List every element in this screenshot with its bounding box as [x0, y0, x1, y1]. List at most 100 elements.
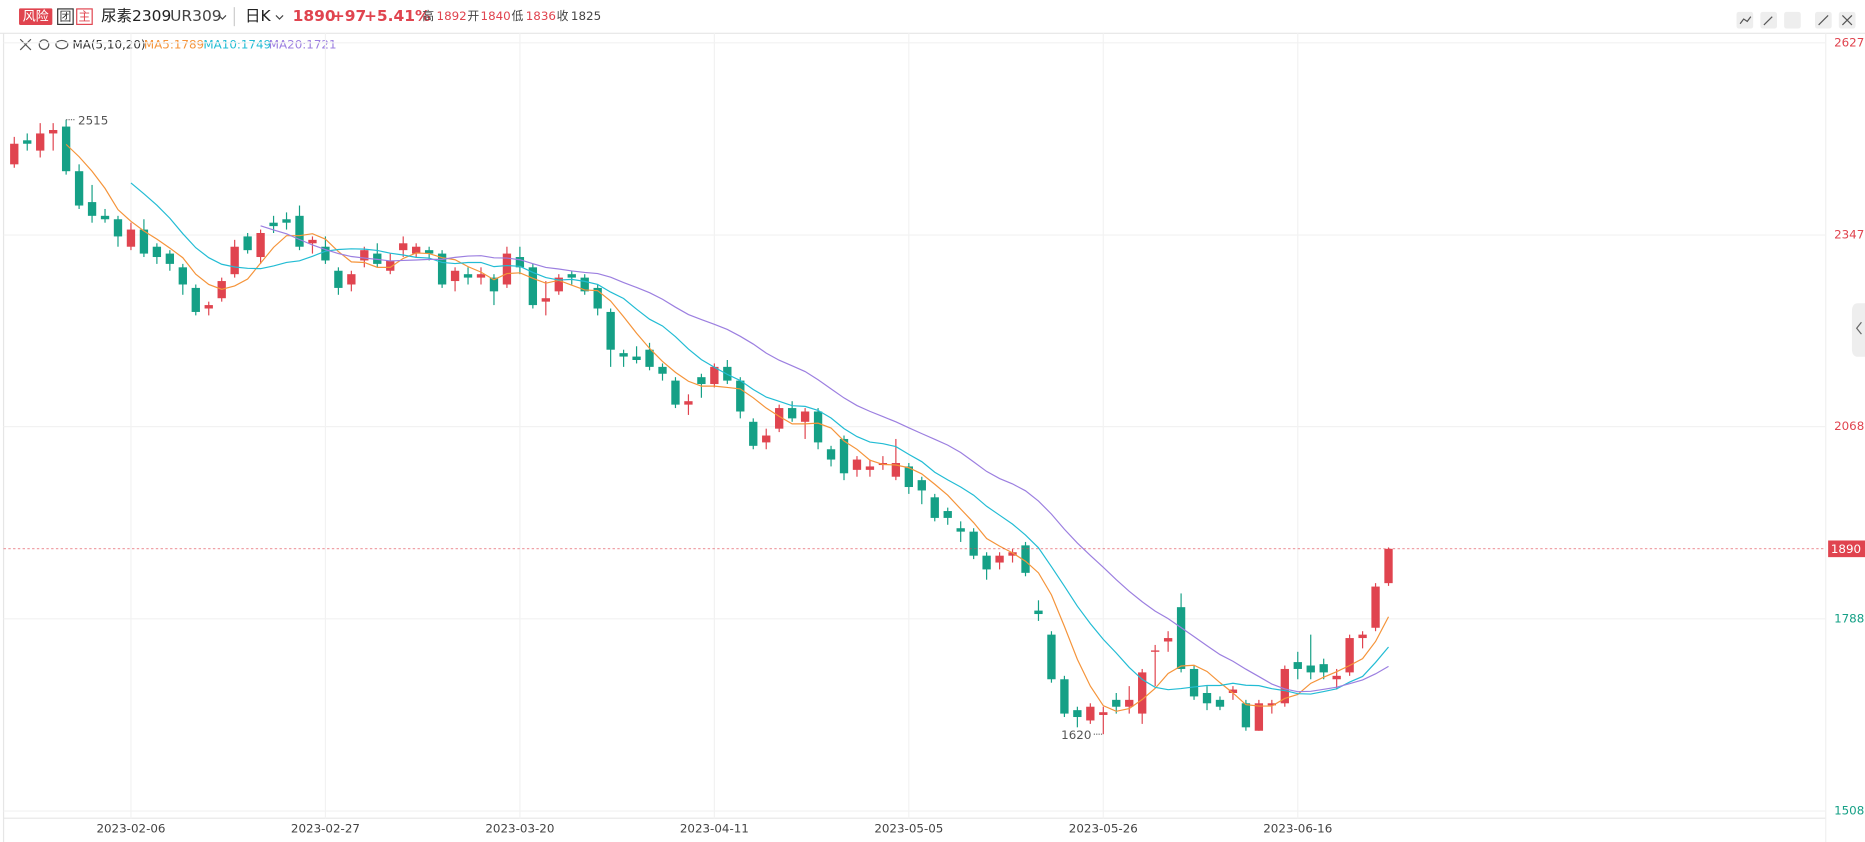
candle-body: [710, 366, 719, 385]
x-tick-label: 2023-05-05: [874, 821, 943, 835]
candle-body: [191, 287, 200, 312]
candle-body: [593, 287, 602, 309]
candle-body: [541, 298, 550, 302]
ma-line: [130, 182, 1389, 695]
candle-body: [800, 411, 810, 422]
candle-body: [1189, 668, 1199, 697]
candle-body: [1319, 664, 1328, 673]
candle-body: [658, 366, 667, 374]
candle-body: [360, 250, 369, 261]
candle-body: [813, 411, 823, 443]
candle-body: [554, 277, 563, 292]
candle-body: [1371, 586, 1380, 628]
candle-body: [386, 260, 395, 271]
annotation: 2515: [78, 113, 108, 127]
ma-legend: MA(5,10,20): [73, 38, 146, 52]
candle-body: [580, 277, 589, 292]
candle-body: [567, 274, 576, 278]
y-tick-label: 2068: [1834, 419, 1864, 433]
candle-body: [1008, 552, 1017, 556]
period[interactable]: 日K: [245, 7, 271, 25]
annotation: 1620: [1061, 728, 1091, 742]
high-label: 高: [422, 9, 434, 23]
badge-text: 团: [59, 10, 71, 24]
high-value: 1892: [437, 9, 467, 23]
candle-body: [1047, 634, 1056, 680]
candle-body: [1125, 699, 1134, 707]
candle-body: [450, 270, 460, 282]
candle-body: [1176, 607, 1186, 669]
candle-body: [74, 171, 84, 206]
low-value: 1836: [526, 9, 556, 23]
last-price-tag: [1828, 540, 1865, 558]
candle-body: [10, 143, 19, 165]
candle-body: [230, 246, 239, 275]
candle-body: [399, 243, 408, 251]
candle-body: [100, 215, 110, 220]
ma-legend: MA5:1789: [144, 38, 204, 52]
candle-body: [1202, 692, 1212, 704]
badge-box: [76, 8, 93, 25]
ma-close-icon[interactable]: [19, 38, 32, 51]
candle-body: [917, 480, 926, 491]
candle-body: [1034, 610, 1043, 615]
tool-icon: [1739, 16, 1752, 25]
ma-settings-icon[interactable]: [38, 39, 50, 50]
candle-body: [1060, 679, 1069, 714]
badge-text: 主: [79, 10, 91, 24]
candle-body: [139, 229, 149, 254]
candle-body: [1254, 703, 1264, 731]
low-label: 低: [511, 9, 523, 23]
candle-body: [969, 531, 978, 556]
candle-body: [839, 438, 849, 474]
candle-body: [1112, 699, 1121, 707]
candle-body: [295, 215, 304, 247]
candle-body: [412, 246, 421, 254]
candle-body: [152, 246, 162, 258]
last-price-tag-text: 1890: [1831, 542, 1861, 556]
caret[interactable]: [218, 15, 227, 20]
candle-body: [697, 377, 706, 385]
badge-box: [57, 8, 74, 25]
candle-body: [852, 459, 862, 470]
candle-body: [891, 462, 901, 477]
ma-visible-icon[interactable]: [55, 39, 69, 50]
candle-body: [1358, 634, 1367, 639]
x-tick-label: 2023-02-27: [291, 821, 360, 835]
x-tick-label: 2023-05-26: [1069, 821, 1138, 835]
candle-body: [995, 555, 1004, 563]
candle-body: [904, 466, 913, 488]
tool-button[interactable]: [1784, 11, 1801, 29]
candle-body: [1345, 638, 1354, 673]
candle-body: [1306, 665, 1315, 673]
candle-body: [762, 435, 771, 443]
candle-body: [23, 140, 32, 144]
candle-body: [645, 349, 654, 367]
candle-body: [606, 311, 615, 350]
prev-label: 收: [557, 9, 569, 23]
caret[interactable]: [275, 15, 284, 20]
candle-body: [684, 401, 693, 405]
candle-body: [502, 253, 512, 285]
candle-body: [1163, 638, 1173, 642]
candle-body: [178, 267, 187, 285]
symbol-code[interactable]: UR309: [170, 7, 222, 25]
candle-body: [243, 236, 252, 251]
candle-body: [113, 219, 123, 237]
candle-body: [308, 239, 317, 244]
side-tab-icon: [1855, 321, 1862, 335]
candle-body: [256, 232, 265, 258]
candle-body: [49, 130, 58, 134]
candle-body: [749, 421, 758, 446]
candle-body: [437, 253, 447, 285]
candle-body: [1138, 672, 1147, 714]
candle-body: [1215, 699, 1225, 707]
candle-body: [87, 202, 97, 216]
candle-body: [1384, 548, 1393, 584]
symbol-name[interactable]: 尿素2309: [101, 7, 171, 25]
candle-body: [826, 449, 836, 460]
candle-body: [930, 497, 939, 518]
close-icon: [1841, 15, 1853, 26]
